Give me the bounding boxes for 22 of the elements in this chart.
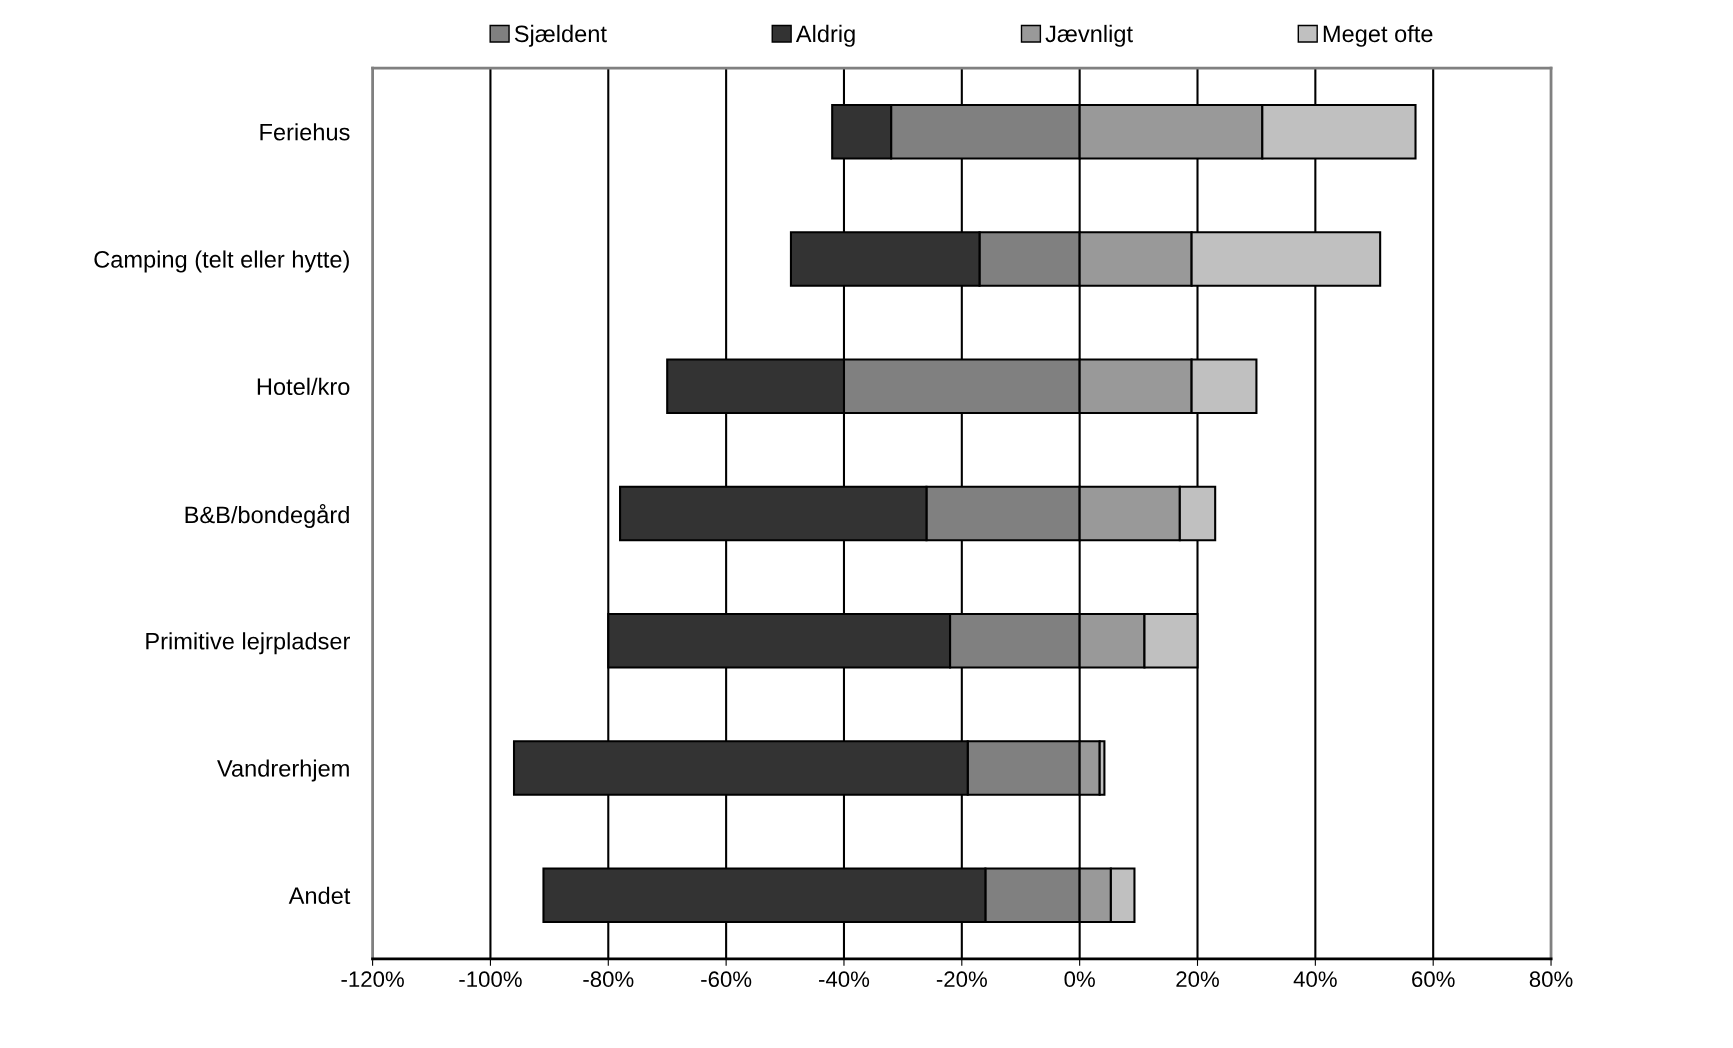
x-tick-label: -80% <box>583 971 634 988</box>
y-tick-label: Vandrerhjem <box>217 759 349 782</box>
x-tick-label: -100% <box>459 971 522 988</box>
x-tick-label: 20% <box>1176 971 1219 988</box>
x-tick-label: 0% <box>1064 971 1095 988</box>
y-tick-label: Camping (telt eller hytte) <box>94 250 349 273</box>
legend-label: Jævnligt <box>1045 24 1133 47</box>
x-tick-label: 60% <box>1412 971 1455 988</box>
y-tick-label: Andet <box>288 886 351 905</box>
legend-label: Sjældent <box>514 24 607 47</box>
legend-label: Aldrig <box>795 24 855 47</box>
x-tick-label: 80% <box>1529 971 1573 988</box>
legend-label: Meget ofte <box>1323 24 1433 47</box>
x-tick-label: -120% <box>341 971 404 988</box>
x-tick-label: -60% <box>701 971 752 988</box>
y-tick-label: Feriehus <box>260 123 350 141</box>
x-tick-label: -40% <box>819 971 870 988</box>
y-tick-label: B&B/bondegård <box>185 504 349 528</box>
x-tick-label: -20% <box>936 971 987 988</box>
x-tick-label: 40% <box>1293 971 1337 988</box>
y-tick-label: Hotel/kro <box>257 377 350 396</box>
y-tick-label: Primitive lejrpladser <box>146 632 350 655</box>
